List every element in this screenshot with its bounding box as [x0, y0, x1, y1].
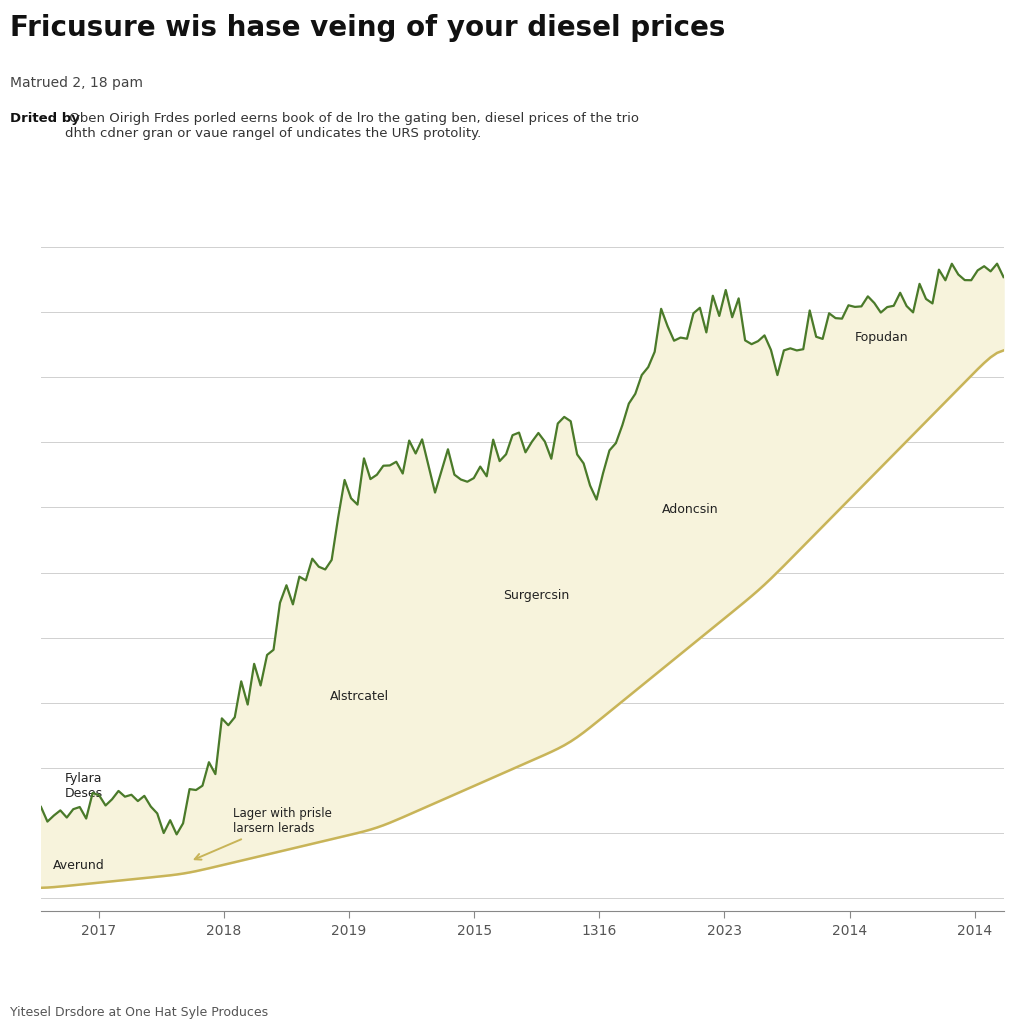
Text: Surgercsin: Surgercsin — [503, 590, 569, 602]
Text: Oben Oirigh Frdes porled eerns book of de lro the gating ben, diesel prices of t: Oben Oirigh Frdes porled eerns book of d… — [66, 112, 639, 140]
Text: Fylara
Deses: Fylara Deses — [66, 772, 103, 800]
Text: Averund: Averund — [52, 859, 104, 872]
Text: Yitesel Drsdore at One Hat Syle Produces: Yitesel Drsdore at One Hat Syle Produces — [10, 1006, 268, 1019]
Text: Drited by: Drited by — [10, 112, 80, 125]
Text: Fricusure wis hase veing of your diesel prices: Fricusure wis hase veing of your diesel … — [10, 13, 726, 42]
Text: Adoncsin: Adoncsin — [662, 504, 719, 516]
Text: Fopudan: Fopudan — [854, 332, 908, 344]
Text: Matrued 2, 18 pam: Matrued 2, 18 pam — [10, 76, 143, 90]
Text: Alstrcatel: Alstrcatel — [330, 690, 389, 702]
Text: Lager with prisle
larsern lerads: Lager with prisle larsern lerads — [195, 807, 333, 859]
